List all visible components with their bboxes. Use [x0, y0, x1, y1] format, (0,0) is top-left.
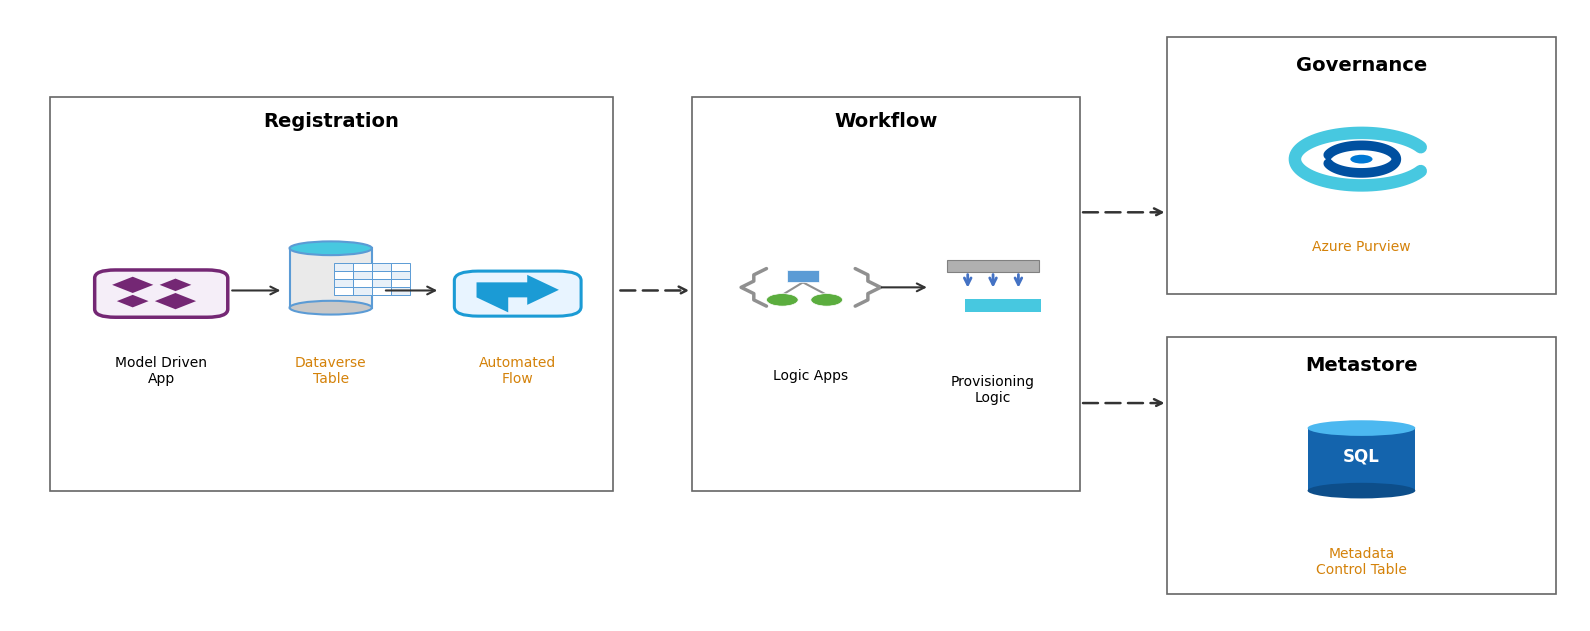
Ellipse shape: [289, 301, 372, 315]
Bar: [353, 271, 372, 280]
Bar: [353, 287, 372, 295]
Ellipse shape: [1307, 483, 1415, 498]
Polygon shape: [477, 275, 560, 312]
Bar: [1003, 298, 1040, 312]
Text: Provisioning
Logic: Provisioning Logic: [951, 375, 1035, 405]
Bar: [334, 271, 353, 280]
Bar: [334, 263, 353, 271]
Text: Metadata
Control Table: Metadata Control Table: [1317, 547, 1407, 577]
Bar: [391, 263, 410, 271]
FancyBboxPatch shape: [95, 270, 227, 317]
Text: Azure Purview: Azure Purview: [1312, 240, 1410, 254]
Circle shape: [811, 293, 843, 306]
Bar: [692, 97, 1080, 491]
Polygon shape: [116, 295, 148, 307]
Bar: [1167, 338, 1555, 594]
Bar: [372, 287, 391, 295]
Text: Automated
Flow: Automated Flow: [479, 356, 556, 386]
Bar: [787, 270, 819, 282]
Bar: [391, 280, 410, 287]
FancyBboxPatch shape: [455, 271, 580, 316]
Bar: [372, 263, 391, 271]
Bar: [391, 287, 410, 295]
Text: SQL: SQL: [1344, 447, 1380, 465]
Bar: [334, 287, 353, 295]
Bar: [372, 271, 391, 280]
Bar: [1167, 37, 1555, 293]
Bar: [353, 263, 372, 271]
Polygon shape: [154, 293, 196, 309]
Bar: [1307, 428, 1415, 491]
Bar: [965, 298, 1003, 312]
Ellipse shape: [289, 242, 372, 255]
Polygon shape: [113, 277, 153, 293]
Bar: [948, 261, 1038, 272]
Text: Registration: Registration: [264, 112, 399, 131]
Bar: [391, 271, 410, 280]
Bar: [372, 280, 391, 287]
Bar: [353, 280, 372, 287]
Ellipse shape: [1307, 420, 1415, 436]
Circle shape: [1350, 155, 1372, 163]
Circle shape: [766, 293, 798, 306]
Text: Dataverse
Table: Dataverse Table: [296, 356, 367, 386]
Bar: [51, 97, 612, 491]
Text: Workflow: Workflow: [835, 112, 938, 131]
Text: Logic Apps: Logic Apps: [773, 369, 849, 382]
Text: Model Driven
App: Model Driven App: [114, 356, 207, 386]
Bar: [289, 248, 372, 308]
Polygon shape: [159, 279, 191, 291]
Bar: [334, 280, 353, 287]
Text: Governance: Governance: [1296, 56, 1428, 75]
Text: Metastore: Metastore: [1305, 356, 1418, 375]
